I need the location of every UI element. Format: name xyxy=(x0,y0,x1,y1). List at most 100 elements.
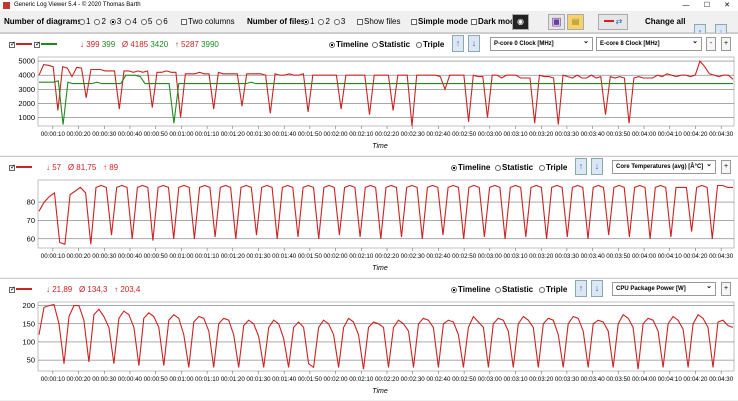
x-tick-label: 00:02:20 xyxy=(375,131,400,138)
timeline-radio[interactable]: Timeline xyxy=(329,40,368,49)
arrow-down-icon[interactable]: ↓ xyxy=(591,158,603,175)
x-tick-label: 00:01:00 xyxy=(169,253,194,260)
x-tick-label: 00:02:50 xyxy=(452,131,477,138)
arrow-down-icon[interactable]: ↓ xyxy=(468,35,480,52)
x-tick-label: 00:02:00 xyxy=(324,131,349,138)
arrow-down-icon[interactable]: ↓ xyxy=(591,280,603,297)
sensor-select-1[interactable]: Core Temperatures (avg) [Â°C] xyxy=(612,159,716,174)
sensor-select-1[interactable]: P-core 0 Clock [MHz] xyxy=(490,36,593,51)
plot-area xyxy=(37,301,735,372)
remove-sensor-button[interactable]: - xyxy=(706,37,716,51)
x-tick-label: 00:00:30 xyxy=(92,131,117,138)
diagrams-radio-5[interactable]: 5 xyxy=(140,17,152,26)
diagrams-radio-3[interactable]: 3 xyxy=(109,17,121,26)
x-tick-label: 00:01:50 xyxy=(298,376,323,383)
y-tick-label: 5000 xyxy=(18,57,35,66)
panel-header: ↓ 399 399 Ø 4185 3420 ↑ 5287 3990 Timeli… xyxy=(0,34,738,54)
swap-colors-button[interactable]: ⇄ xyxy=(598,14,628,30)
minimize-icon[interactable]: — xyxy=(682,2,690,9)
chart-panel-temperature: ↓ 57 Ø 81,75 ↑ 89 Timeline Statistic Tri… xyxy=(0,156,738,277)
x-tick-label: 00:04:30 xyxy=(709,253,734,260)
sensor-select-1[interactable]: CPU Package Power [W] xyxy=(612,281,716,296)
x-tick-label: 00:03:30 xyxy=(555,253,580,260)
app-icon xyxy=(3,2,10,9)
files-radio-2[interactable]: 2 xyxy=(318,17,330,26)
x-tick-label: 00:00:10 xyxy=(41,131,66,138)
triple-radio[interactable]: Triple xyxy=(416,40,444,49)
statistic-radio[interactable]: Statistic xyxy=(495,163,533,172)
add-sensor-button[interactable]: + xyxy=(721,37,731,51)
x-tick-label: 00:02:40 xyxy=(426,376,451,383)
x-tick-label: 00:00:20 xyxy=(67,376,92,383)
x-tick-label: 00:00:40 xyxy=(118,253,143,260)
x-tick-label: 00:03:00 xyxy=(478,131,503,138)
x-tick-label: 00:00:10 xyxy=(41,376,66,383)
num-diagrams-label: Number of diagrams xyxy=(4,17,82,26)
files-radio-3[interactable]: 3 xyxy=(333,17,345,26)
x-tick-label: 00:03:40 xyxy=(581,376,606,383)
timeline-radio[interactable]: Timeline xyxy=(451,163,490,172)
simple-mode-checkbox[interactable]: Simple mode xyxy=(411,17,468,26)
maximize-icon[interactable]: ☐ xyxy=(703,2,711,9)
two-columns-checkbox[interactable]: Two columns xyxy=(181,17,235,26)
x-tick-label: 00:04:20 xyxy=(683,131,708,138)
x-tick-label: 00:03:30 xyxy=(555,131,580,138)
show-files-checkbox[interactable]: Show files xyxy=(357,17,400,26)
x-tick-label: 00:02:30 xyxy=(401,131,426,138)
x-tick-label: 00:00:40 xyxy=(118,131,143,138)
x-tick-label: 00:00:10 xyxy=(41,253,66,260)
save-icon[interactable]: ▣ xyxy=(548,14,565,30)
x-tick-label: 00:01:50 xyxy=(298,131,323,138)
y-tick-label: 70 xyxy=(27,216,35,225)
x-tick-label: 00:01:30 xyxy=(246,131,271,138)
statistic-radio[interactable]: Statistic xyxy=(495,285,533,294)
series-toggle[interactable] xyxy=(9,40,59,49)
diagrams-radio-1[interactable]: 1 xyxy=(79,17,90,26)
x-tick-label: 00:03:00 xyxy=(478,253,503,260)
x-tick-label: 00:01:10 xyxy=(195,253,220,260)
close-icon[interactable]: ✕ xyxy=(724,2,730,9)
y-tick-label: 3000 xyxy=(18,85,35,94)
x-tick-label: 00:02:40 xyxy=(426,253,451,260)
sensor-select-2[interactable]: E-core 8 Clock [MHz] xyxy=(596,36,702,51)
arrow-up-icon[interactable]: ↑ xyxy=(452,35,464,52)
timeline-radio[interactable]: Timeline xyxy=(451,285,490,294)
y-tick-label: 50 xyxy=(27,356,35,365)
camera-icon[interactable]: ◉ xyxy=(512,14,529,30)
series-line-0 xyxy=(38,303,734,370)
x-tick-label: 00:04:10 xyxy=(658,253,683,260)
diagrams-radio-2[interactable]: 2 xyxy=(94,17,106,26)
x-tick-label: 00:04:20 xyxy=(683,376,708,383)
series-toggle[interactable] xyxy=(9,163,34,172)
chart-panel-clock: ↓ 399 399 Ø 4185 3420 ↑ 5287 3990 Timeli… xyxy=(0,33,738,155)
files-radio-1[interactable]: 1 xyxy=(303,17,314,26)
x-axis-label: Time xyxy=(372,388,388,395)
arrow-up-icon[interactable]: ↑ xyxy=(575,158,587,175)
panel-header: ↓ 57 Ø 81,75 ↑ 89 Timeline Statistic Tri… xyxy=(0,157,738,177)
y-tick-label: 80 xyxy=(27,198,35,207)
arrow-up-icon[interactable]: ↑ xyxy=(575,280,587,297)
change-all-label: Change all xyxy=(645,17,686,26)
series-toggle[interactable] xyxy=(9,285,34,294)
num-files-label: Number of files xyxy=(247,17,306,26)
x-tick-label: 00:00:30 xyxy=(92,253,117,260)
x-tick-label: 00:02:30 xyxy=(401,253,426,260)
add-sensor-button[interactable]: + xyxy=(721,282,731,296)
open-folder-icon[interactable]: ▤ xyxy=(567,14,584,30)
triple-radio[interactable]: Triple xyxy=(539,285,567,294)
x-tick-label: 00:01:40 xyxy=(272,253,297,260)
x-tick-label: 00:01:20 xyxy=(221,253,246,260)
statistic-radio[interactable]: Statistic xyxy=(372,40,410,49)
x-tick-label: 00:04:10 xyxy=(658,376,683,383)
x-tick-label: 00:04:20 xyxy=(683,253,708,260)
y-tick-label: 60 xyxy=(27,234,35,243)
diagrams-radio-4[interactable]: 4 xyxy=(125,17,137,26)
dark-mode-checkbox[interactable]: Dark mod xyxy=(471,17,515,26)
diagrams-radio-6[interactable]: 6 xyxy=(156,17,168,26)
add-sensor-button[interactable]: + xyxy=(721,160,731,174)
x-tick-label: 00:03:10 xyxy=(503,376,528,383)
triple-radio[interactable]: Triple xyxy=(539,163,567,172)
